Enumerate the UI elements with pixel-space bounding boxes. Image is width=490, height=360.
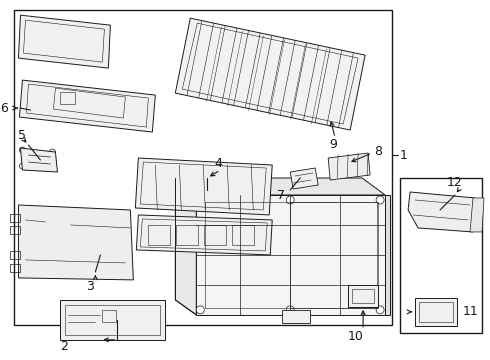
- Text: 12: 12: [447, 176, 463, 189]
- Circle shape: [49, 149, 55, 155]
- Text: 10: 10: [347, 330, 363, 343]
- Circle shape: [86, 226, 114, 254]
- Circle shape: [286, 196, 294, 204]
- Polygon shape: [60, 300, 165, 340]
- Polygon shape: [408, 192, 475, 232]
- Polygon shape: [282, 310, 310, 323]
- Circle shape: [20, 163, 25, 169]
- Polygon shape: [175, 18, 365, 130]
- Circle shape: [196, 306, 204, 314]
- Polygon shape: [415, 298, 457, 326]
- Text: 8: 8: [374, 144, 382, 158]
- Circle shape: [49, 165, 55, 171]
- Polygon shape: [21, 148, 57, 172]
- Polygon shape: [470, 198, 484, 232]
- Polygon shape: [19, 205, 133, 280]
- Text: 7: 7: [277, 189, 285, 202]
- Polygon shape: [385, 195, 390, 315]
- Text: 9: 9: [329, 138, 337, 150]
- Polygon shape: [196, 195, 385, 315]
- Circle shape: [196, 196, 204, 204]
- Polygon shape: [290, 168, 318, 189]
- Circle shape: [20, 147, 25, 153]
- Polygon shape: [19, 15, 110, 68]
- Polygon shape: [348, 285, 378, 307]
- Polygon shape: [20, 80, 155, 132]
- Polygon shape: [135, 158, 272, 215]
- Text: 6: 6: [0, 102, 8, 114]
- Polygon shape: [136, 215, 272, 255]
- Text: 2: 2: [60, 340, 68, 353]
- Polygon shape: [328, 153, 370, 180]
- Polygon shape: [175, 178, 196, 315]
- Circle shape: [286, 306, 294, 314]
- Text: 1: 1: [400, 149, 408, 162]
- Polygon shape: [175, 178, 385, 195]
- Circle shape: [376, 196, 384, 204]
- Circle shape: [376, 306, 384, 314]
- Text: 4: 4: [214, 157, 222, 170]
- Text: 5: 5: [19, 129, 26, 141]
- Text: 11: 11: [463, 305, 479, 318]
- Text: 3: 3: [86, 280, 95, 293]
- Circle shape: [35, 215, 75, 255]
